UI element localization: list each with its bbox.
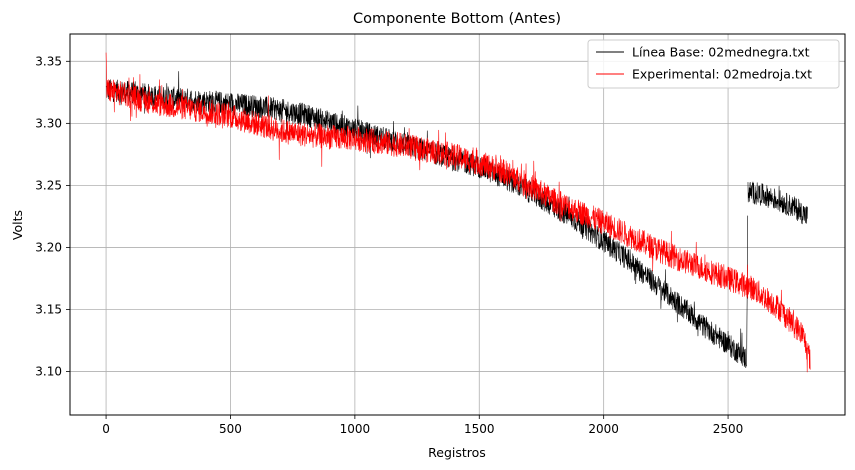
legend-label-experimental: Experimental: 02medroja.txt <box>632 67 812 82</box>
plot-frame <box>69 33 846 416</box>
y-tick-label: 3.25 <box>35 178 62 192</box>
legend-label-baseline: Línea Base: 02mednegra.txt <box>632 45 810 60</box>
chart-title: Componente Bottom (Antes) <box>353 11 561 27</box>
series-experimental-line <box>105 52 811 373</box>
y-axis-label: Volts <box>10 210 25 240</box>
series-group <box>105 52 811 373</box>
grid <box>70 34 845 415</box>
y-axis-ticks: 3.10 3.15 3.20 3.25 3.30 3.35 <box>35 54 70 379</box>
y-tick-label: 3.35 <box>35 54 62 68</box>
x-tick-label: 1000 <box>340 422 371 436</box>
legend-box <box>587 39 840 89</box>
legend: Línea Base: 02mednegra.txt Experimental:… <box>587 39 840 89</box>
x-tick-label: 500 <box>219 422 242 436</box>
x-tick-label: 0 <box>102 422 110 436</box>
y-tick-label: 3.20 <box>35 240 62 254</box>
x-tick-label: 2500 <box>713 422 744 436</box>
x-axis-ticks: 0 500 1000 1500 2000 2500 <box>102 415 743 436</box>
x-tick-label: 1500 <box>464 422 495 436</box>
y-tick-label: 3.10 <box>35 365 62 379</box>
x-tick-label: 2000 <box>588 422 619 436</box>
x-axis-label: Registros <box>428 445 486 460</box>
y-tick-label: 3.30 <box>35 116 62 130</box>
y-tick-label: 3.15 <box>35 303 62 317</box>
